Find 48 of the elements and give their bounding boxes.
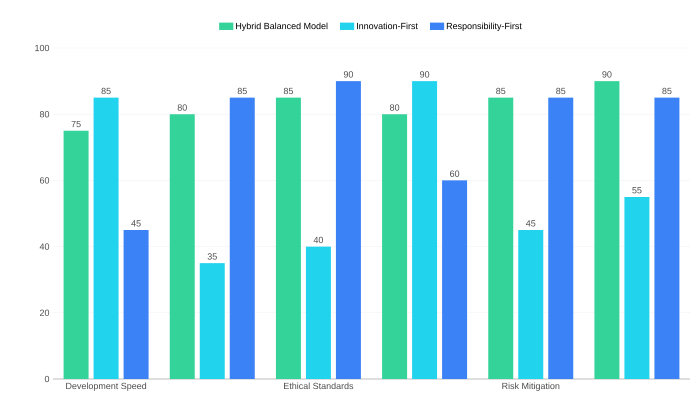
bar: [94, 98, 119, 379]
data-label: 90: [602, 71, 612, 78]
data-label: 85: [101, 88, 111, 94]
data-label: 55: [632, 187, 642, 194]
y-tick-label: 60: [40, 177, 50, 184]
bar: [170, 114, 195, 379]
bar: [654, 98, 680, 379]
bar: [64, 130, 89, 379]
bar: [336, 81, 361, 379]
data-label: 90: [420, 71, 430, 78]
x-tick-label: Ethical Standards: [284, 382, 354, 390]
bar: [382, 114, 408, 379]
legend-label: Innovation-First: [357, 22, 418, 30]
data-label: 45: [131, 220, 141, 227]
bar: [306, 246, 331, 379]
data-label: 80: [390, 104, 400, 111]
y-tick-label: 100: [35, 44, 50, 52]
data-label: 85: [284, 88, 294, 94]
legend-label: Hybrid Balanced Model: [236, 22, 328, 31]
data-label: 90: [344, 71, 354, 78]
bar: [594, 81, 620, 379]
bar: [488, 98, 514, 379]
bar: [548, 98, 574, 379]
bar: [412, 81, 438, 379]
data-label: 85: [556, 88, 566, 94]
data-label: 60: [450, 170, 460, 177]
bar: [442, 180, 468, 379]
data-label: 75: [72, 120, 81, 128]
legend-label: Responsibility-First: [446, 22, 522, 31]
data-label: 85: [662, 88, 672, 94]
bar: [200, 263, 225, 379]
y-tick-label: 80: [40, 111, 50, 118]
data-label: 80: [178, 104, 187, 111]
bar: [276, 98, 301, 379]
y-tick-label: 40: [40, 243, 50, 250]
y-tick-label: 20: [40, 310, 50, 316]
bar: [124, 230, 149, 379]
bar: [518, 230, 544, 379]
bar: [230, 98, 255, 379]
y-tick-label: 0: [44, 376, 50, 382]
data-label: 85: [238, 88, 247, 94]
data-label: 40: [314, 236, 324, 244]
x-tick-label: Development Speed: [66, 382, 146, 391]
data-label: 45: [526, 220, 536, 227]
bar: [624, 196, 650, 379]
data-label: 35: [208, 253, 217, 260]
x-tick-label: Risk Mitigation: [502, 382, 560, 391]
data-label: 85: [496, 88, 506, 94]
